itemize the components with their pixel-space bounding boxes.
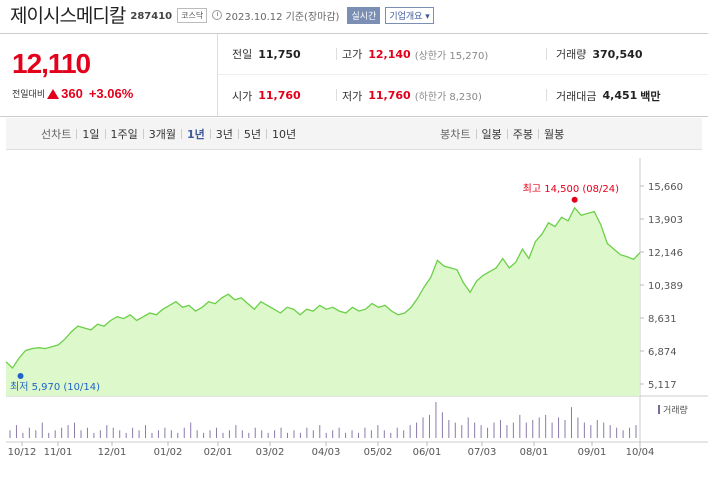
current-price-block: 12,110 전일대비 360 +3.06% [0, 34, 218, 116]
stat-volume: 거래량 370,540 [556, 34, 642, 74]
divider [506, 128, 508, 139]
x-tick-label: 12/01 [98, 447, 127, 458]
y-tick-label: 5,117 [648, 380, 677, 391]
clock-icon [212, 10, 223, 20]
price-line [5, 206, 641, 370]
stat-label: 거래량 [556, 48, 587, 61]
x-tick-label: 02/01 [204, 447, 233, 458]
candle-chart-label: 봉차트 [440, 127, 471, 141]
stat-label: 거래대금 [556, 89, 597, 103]
divider [104, 128, 106, 139]
tab-3y[interactable]: 3년 [215, 127, 233, 141]
change-percent: +3.06% [88, 86, 134, 101]
amount-unit: 백만 [640, 89, 661, 103]
x-tick-label: 08/01 [520, 447, 549, 458]
tab-daily-candle[interactable]: 일봉 [481, 127, 502, 141]
divider [142, 128, 144, 139]
divider [475, 128, 477, 139]
volume-legend: 거래량 [663, 404, 688, 416]
company-info-dropdown[interactable]: 기업개요 ▾ [385, 6, 434, 24]
tab-3m[interactable]: 3개월 [148, 127, 176, 141]
stat-value: 370,540 [592, 47, 643, 61]
up-triangle-icon [47, 88, 60, 99]
current-price: 12,110 [12, 48, 91, 79]
tab-monthly-candle[interactable]: 월봉 [544, 127, 565, 141]
lower-limit: (하한가 8,230) [414, 92, 482, 103]
y-tick-label: 15,660 [648, 182, 683, 193]
x-tick-label: 01/02 [154, 447, 183, 458]
price-chart: 15,660 13,903 12,146 10,389 8,631 6,874 5,117 최… [0, 150, 708, 486]
stock-code: 287410 [130, 10, 173, 22]
stat-label: 시가 [232, 89, 253, 103]
change-line: 전일대비 360 +3.06% [12, 86, 133, 101]
line-chart-label: 선차트 [41, 127, 72, 141]
x-tick-label: 10/04 [626, 447, 655, 458]
stat-value: 12,140 [368, 47, 411, 61]
x-tick-label: 06/01 [413, 447, 442, 458]
stat-label: 전일 [232, 48, 253, 61]
y-tick-label: 6,874 [648, 347, 677, 358]
y-tick-label: 10,389 [648, 281, 683, 292]
x-tick-label: 03/02 [256, 447, 285, 458]
stat-value: 11,760 [368, 89, 411, 102]
stat-low: 저가 11,760 (하한가 8,230) [342, 75, 482, 116]
y-tick-label: 13,903 [648, 215, 683, 226]
y-tick-label: 8,631 [648, 314, 677, 325]
divider [336, 89, 337, 101]
x-tick-label: 10/12 [8, 447, 37, 458]
price-area [6, 207, 640, 396]
stat-value: 4,451 [602, 89, 638, 102]
high-label: 최고 14,500 (08/24) [523, 183, 619, 195]
quote-panel: 12,110 전일대비 360 +3.06% 전일 11,750 고가 12,1… [0, 33, 708, 117]
divider [266, 128, 268, 139]
tab-5y[interactable]: 5년 [243, 127, 262, 141]
divider [336, 48, 337, 60]
x-tick-label: 04/03 [312, 447, 341, 458]
high-marker [571, 196, 578, 203]
divider [209, 128, 211, 139]
divider [76, 128, 78, 139]
stat-label: 저가 [342, 89, 363, 103]
chart-period-tabs: 선차트 1일 1주일 3개월 1년 3년 5년 10년 봉차트 일봉 주봉 월봉 [6, 118, 702, 150]
divider [546, 48, 547, 60]
stat-label: 고가 [342, 48, 363, 61]
stat-row-2: 시가 11,760 저가 11,760 (하한가 8,230) 거래대금 4,4… [218, 75, 708, 116]
low-marker [17, 372, 24, 379]
stat-value: 11,750 [258, 47, 301, 61]
realtime-button[interactable]: 실시간 [347, 6, 381, 24]
stat-high: 고가 12,140 (상한가 15,270) [342, 34, 488, 74]
volume-legend-icon [658, 405, 660, 414]
tab-weekly-candle[interactable]: 주봉 [512, 127, 534, 141]
company-name: 제이시스메디칼 [10, 4, 126, 27]
tab-1y[interactable]: 1년 [187, 127, 205, 141]
divider [181, 128, 182, 139]
x-tick-label: 05/02 [364, 447, 393, 458]
stock-header: 제이시스메디칼 287410 코스닥 2023.10.12 기준(장마감) 실시… [0, 0, 708, 28]
stat-open: 시가 11,760 [232, 75, 301, 116]
tab-1d[interactable]: 1일 [82, 127, 100, 141]
stat-value: 11,760 [258, 89, 301, 102]
change-value: 360 [61, 86, 83, 101]
divider [546, 89, 547, 101]
y-tick-label: 12,146 [648, 248, 683, 259]
market-badge: 코스닥 [177, 7, 208, 23]
divider [237, 128, 239, 139]
tab-10y[interactable]: 10년 [272, 127, 297, 141]
divider [538, 128, 540, 139]
stat-prev: 전일 11,750 [232, 34, 301, 74]
change-label: 전일대비 [12, 90, 46, 100]
date-info: 2023.10.12 기준(장마감) [212, 8, 339, 23]
stat-amount: 거래대금 4,451 백만 [556, 75, 661, 116]
x-tick-label: 07/03 [468, 447, 497, 458]
low-label: 최저 5,970 (10/14) [10, 381, 100, 393]
stat-row-1: 전일 11,750 고가 12,140 (상한가 15,270) 거래량 370… [218, 34, 708, 75]
x-tick-label: 11/01 [44, 447, 73, 458]
price-chart-svg: 15,660 13,903 12,146 10,389 8,631 6,874 5,117 최… [5, 158, 708, 458]
tab-1w[interactable]: 1주일 [110, 127, 138, 141]
upper-limit: (상한가 15,270) [414, 50, 489, 62]
quote-date: 2023.10.12 기준(장마감) [225, 11, 340, 23]
x-tick-label: 09/01 [578, 447, 607, 458]
